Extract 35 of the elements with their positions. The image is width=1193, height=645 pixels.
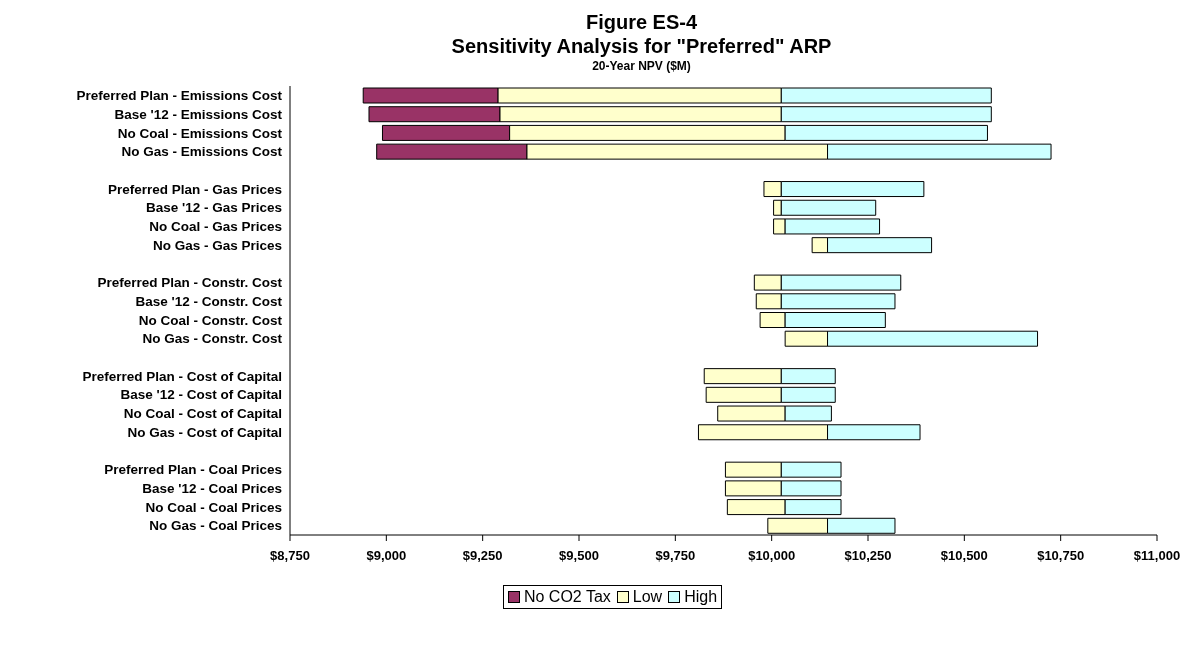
legend-label: High [683, 588, 718, 606]
x-tick-label: $8,750 [270, 548, 310, 564]
y-tick-label: No Gas - Emissions Cost [121, 144, 283, 160]
y-tick-label: No Gas - Cost of Capital [127, 424, 282, 440]
x-tick-label: $9,500 [559, 548, 599, 564]
x-tick-label: $9,250 [462, 548, 503, 564]
y-tick-label: No Coal - Emissions Cost [117, 125, 283, 141]
y-tick-label: No Coal - Gas Prices [149, 219, 282, 235]
y-tick-label: No Gas - Constr. Cost [142, 331, 283, 347]
x-tick-label: $11,000 [1133, 548, 1181, 564]
y-tick-label: Base '12 - Constr. Cost [135, 293, 283, 309]
y-tick-label: No Coal - Constr. Cost [138, 312, 283, 328]
y-tick-label: Preferred Plan - Cost of Capital [82, 368, 282, 384]
x-tick-label: $9,000 [366, 548, 407, 564]
y-tick-label: Base '12 - Cost of Capital [120, 387, 282, 403]
x-tick-label: $10,750 [1037, 548, 1085, 564]
y-tick-label: Base '12 - Emissions Cost [114, 106, 283, 122]
y-tick-label: Preferred Plan - Gas Prices [107, 181, 282, 197]
y-tick-label: No Coal - Coal Prices [145, 499, 282, 515]
y-tick-label: Preferred Plan - Coal Prices [104, 462, 282, 478]
y-tick-label: No Gas - Coal Prices [149, 518, 282, 534]
y-tick-label: No Coal - Cost of Capital [123, 406, 282, 422]
legend-label: Low [631, 588, 663, 606]
x-tick-label: $9,750 [655, 548, 696, 564]
x-tick-label: $10,500 [940, 548, 988, 564]
y-tick-label: Preferred Plan - Constr. Cost [97, 275, 283, 291]
x-tick-label: $10,250 [844, 548, 892, 564]
y-tick-label: No Gas - Gas Prices [152, 237, 282, 253]
y-tick-label: Base '12 - Gas Prices [145, 200, 282, 216]
chart-title: Figure ES-4 Sensitivity Analysis for "Preferred" ARP [450, 10, 833, 58]
y-tick-label: Base '12 - Coal Prices [142, 481, 282, 497]
chart-subtitle: 20-Year NPV ($M) [591, 58, 692, 74]
y-tick-label: Preferred Plan - Emissions Cost [76, 88, 283, 104]
legend-label: No CO2 Tax [522, 588, 611, 606]
x-tick-label: $10,000 [748, 548, 796, 564]
